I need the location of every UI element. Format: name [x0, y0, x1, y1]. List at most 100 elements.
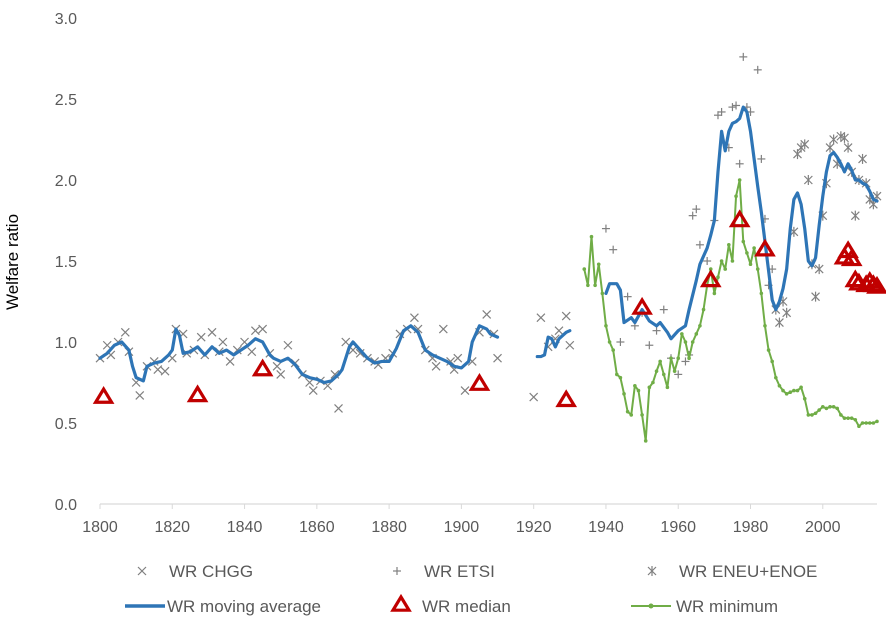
axes: 0.00.51.01.52.02.53.01800 1820 1840 1860 188… [55, 11, 877, 536]
etsi-point [754, 66, 762, 74]
minimum-point [843, 416, 847, 420]
chgg-point [309, 387, 317, 395]
legend-median-swatch-shape [393, 597, 409, 610]
x-tick-label: 1900 [444, 519, 480, 536]
minimum-point [655, 369, 659, 373]
minimum-point [716, 275, 720, 279]
plot-area [96, 53, 885, 443]
minimum-point [760, 292, 764, 296]
legend-median-label: WR median [422, 597, 511, 616]
minimum-point [637, 389, 641, 393]
legend-etsi: WR ETSI [393, 562, 495, 581]
minimum-point [666, 386, 670, 390]
minimum-point [622, 392, 626, 396]
chgg-point [136, 391, 144, 399]
etsi-point [653, 327, 661, 335]
minimum-point [857, 424, 861, 428]
chgg-point [154, 366, 162, 374]
minimum-point [601, 292, 605, 296]
minimum-point [608, 340, 612, 344]
etsi-point [609, 246, 617, 254]
chgg-point [410, 314, 418, 322]
chgg-point [342, 338, 350, 346]
legend-eneu-enoe-label: WR ENEU+ENOE [679, 562, 817, 581]
eneu-enoe-point [815, 264, 823, 274]
minimum-point [741, 240, 745, 244]
legend-minimum: WR minimum [631, 597, 778, 616]
minimum-point [684, 340, 688, 344]
chgg-point [461, 387, 469, 395]
median-point-shape [190, 387, 206, 400]
minimum-point [828, 405, 832, 409]
etsi-point [732, 101, 740, 109]
median-point [190, 387, 206, 400]
minimum-point [864, 421, 868, 425]
chgg-point [439, 325, 447, 333]
minimum-point [839, 413, 843, 417]
minimum-point [821, 405, 825, 409]
minimum-point [781, 389, 785, 393]
minimum-point [835, 407, 839, 411]
median-point [96, 389, 112, 402]
chgg-point [208, 328, 216, 336]
minimum-point [658, 360, 662, 364]
minimum-point [702, 308, 706, 312]
minimum-point [875, 420, 879, 424]
legend-median: WR median [393, 597, 511, 616]
chgg-point [562, 312, 570, 320]
moving-average-series [100, 107, 877, 382]
chgg-point [555, 327, 563, 335]
etsi-point [736, 160, 744, 168]
eneu-enoe-point [859, 154, 867, 164]
minimum-point [651, 381, 655, 385]
median-point-shape [558, 392, 574, 405]
chgg-point [248, 348, 256, 356]
etsi-point [692, 205, 700, 213]
legend-moving-average: WR moving average [125, 597, 321, 616]
median-point [558, 392, 574, 405]
x-tick-label: 1920 [516, 519, 552, 536]
minimum-point [731, 259, 735, 263]
eneu-enoe-point [812, 292, 820, 302]
chgg-point [219, 338, 227, 346]
eneu-enoe-point [801, 139, 809, 149]
y-tick-label: 2.5 [55, 92, 77, 109]
minimum-point [799, 386, 803, 390]
etsi-point [757, 155, 765, 163]
chgg-point [273, 362, 281, 370]
chgg-point [530, 393, 538, 401]
minimum-point [868, 421, 872, 425]
minimum-point [662, 373, 666, 377]
minimum-point [792, 389, 796, 393]
minimum-point [810, 413, 814, 417]
minimum-point [752, 246, 756, 250]
x-tick-label: 1860 [299, 519, 335, 536]
y-axis-title: Welfare ratio [3, 214, 22, 310]
minimum-point [615, 373, 619, 377]
median-point-shape [471, 376, 487, 389]
x-tick-label: 1960 [660, 519, 696, 536]
chgg-point [537, 314, 545, 322]
minimum-point [619, 376, 623, 380]
minimum-point [691, 340, 695, 344]
minimum-point [680, 332, 684, 336]
legend-eneu-enoe-swatch [648, 566, 656, 576]
x-tick-label: 1840 [227, 519, 263, 536]
minimum-point [785, 392, 789, 396]
minimum-point [738, 178, 742, 182]
eneu-enoe-point [851, 211, 859, 221]
minimum-point [676, 356, 680, 360]
minimum-point [803, 397, 807, 401]
minimum-series [582, 178, 878, 442]
minimum-point [648, 386, 652, 390]
minimum-point [720, 259, 724, 263]
y-tick-label: 0.0 [55, 497, 77, 514]
y-tick-label: 1.5 [55, 254, 77, 271]
minimum-point [713, 292, 717, 296]
minimum-point [582, 267, 586, 271]
minimum-point [846, 416, 850, 420]
median-point-shape [96, 389, 112, 402]
minimum-point [774, 376, 778, 380]
minimum-point [796, 389, 800, 393]
